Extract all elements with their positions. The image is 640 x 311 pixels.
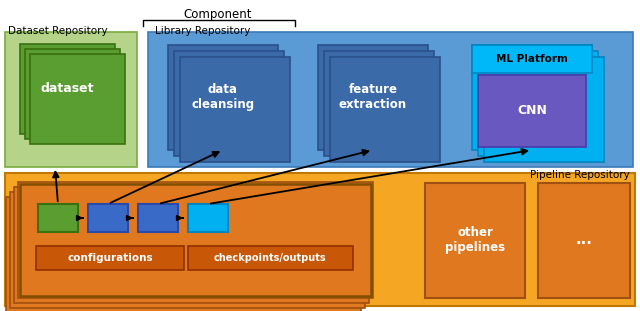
Bar xyxy=(20,184,371,296)
Text: ML Platform: ML Platform xyxy=(496,54,568,64)
Text: other
pipelines: other pipelines xyxy=(445,226,505,254)
Bar xyxy=(6,197,361,311)
Bar xyxy=(478,75,586,147)
Text: Pipeline Repository: Pipeline Repository xyxy=(531,170,630,180)
Text: Dataset Repository: Dataset Repository xyxy=(8,26,108,36)
Bar xyxy=(5,173,635,306)
Bar xyxy=(324,51,434,156)
Bar xyxy=(148,32,633,167)
Bar xyxy=(88,204,128,232)
Bar xyxy=(138,204,178,232)
Text: Library Repository: Library Repository xyxy=(155,26,250,36)
Bar xyxy=(425,183,525,298)
Bar xyxy=(330,57,440,162)
Bar xyxy=(14,187,369,303)
Text: feature
extraction: feature extraction xyxy=(339,83,407,111)
Text: dataset: dataset xyxy=(40,82,93,95)
Bar xyxy=(484,57,604,162)
Bar xyxy=(36,246,184,270)
Text: ...: ... xyxy=(575,233,593,248)
Bar xyxy=(478,51,598,156)
Bar xyxy=(10,192,365,308)
Bar xyxy=(38,204,78,232)
Bar xyxy=(318,45,428,150)
Bar xyxy=(25,49,120,139)
Bar xyxy=(5,32,137,167)
Bar xyxy=(188,204,228,232)
Bar xyxy=(538,183,630,298)
Bar xyxy=(472,45,592,73)
Bar xyxy=(18,182,373,298)
Bar xyxy=(180,57,290,162)
Bar xyxy=(20,44,115,134)
Bar xyxy=(188,246,353,270)
Bar xyxy=(472,45,592,150)
Text: configurations: configurations xyxy=(67,253,153,263)
Text: data
cleansing: data cleansing xyxy=(191,83,255,111)
Bar xyxy=(168,45,278,150)
Text: CNN: CNN xyxy=(517,104,547,118)
Bar xyxy=(174,51,284,156)
Text: Component: Component xyxy=(184,8,252,21)
Bar xyxy=(30,54,125,144)
Text: checkpoints/outputs: checkpoints/outputs xyxy=(214,253,326,263)
